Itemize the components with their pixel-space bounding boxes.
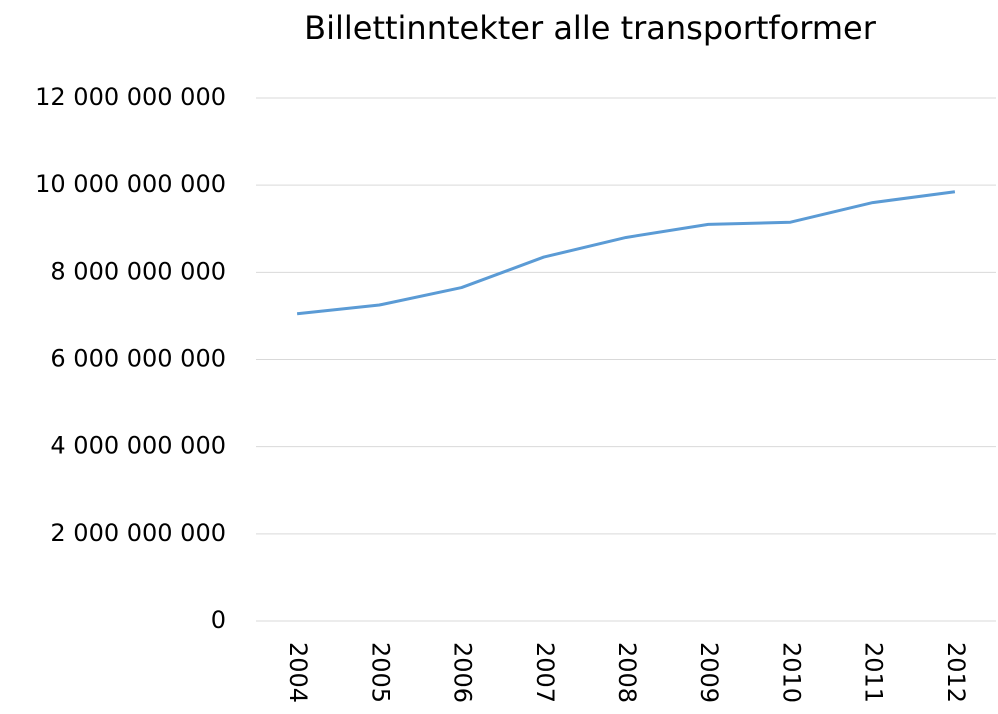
y-tick-label: 4 000 000 000 (50, 432, 226, 460)
x-tick-label: 2006 (449, 642, 477, 703)
y-tick-label: 2 000 000 000 (50, 519, 226, 547)
y-tick-label: 12 000 000 000 (35, 83, 226, 111)
y-tick-label: 10 000 000 000 (35, 170, 226, 198)
y-tick-label: 6 000 000 000 (50, 345, 226, 373)
y-tick-label: 8 000 000 000 (50, 257, 226, 285)
x-tick-label: 2012 (942, 642, 970, 703)
line-series (296, 190, 956, 316)
x-tick-label: 2009 (695, 642, 723, 703)
x-tick-label: 2008 (613, 642, 641, 703)
x-tick-label: 2010 (777, 642, 805, 703)
x-tick-label: 2004 (284, 642, 312, 703)
x-tick-label: 2011 (860, 642, 888, 703)
y-tick-label: 0 (211, 606, 226, 634)
x-tick-label: 2005 (366, 642, 394, 703)
chart-title: Billettinntekter alle transportformer (304, 9, 877, 47)
x-tick-label: 2007 (531, 642, 559, 703)
